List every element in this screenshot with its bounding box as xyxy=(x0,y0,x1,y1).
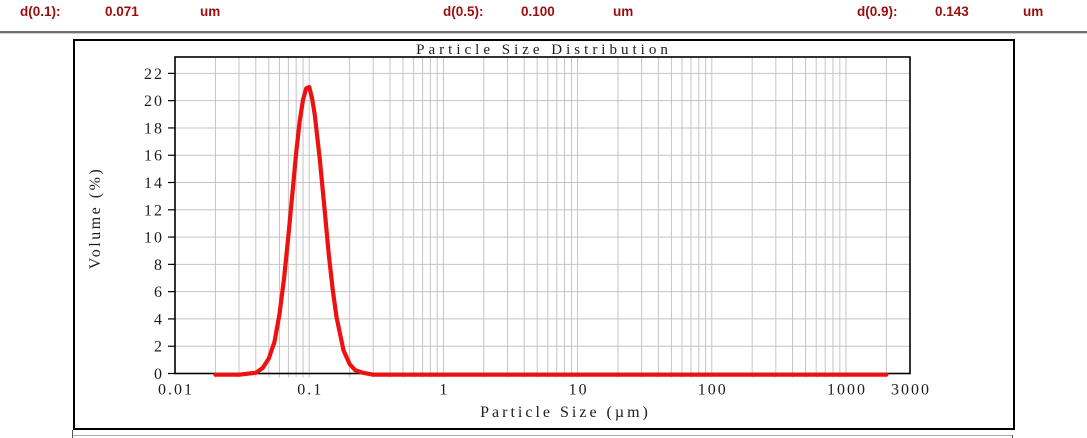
stat-d90-label: d(0.9): xyxy=(857,4,898,19)
volume-distribution-curve xyxy=(213,84,889,377)
y-tick-label: 4 xyxy=(154,311,164,328)
x-tick-label: 0.1 xyxy=(297,382,323,399)
stat-d50-value: 0.100 xyxy=(521,4,555,19)
plot-border xyxy=(174,56,911,375)
x-axis-label: Particle Size (µm) xyxy=(480,404,651,421)
stat-d50-unit: um xyxy=(613,4,634,19)
header-divider xyxy=(0,31,1087,33)
y-tick-label: 6 xyxy=(154,284,164,301)
stat-d10-value: 0.071 xyxy=(105,4,139,19)
x-tick-label: 1 xyxy=(439,382,449,399)
next-section-right-stub xyxy=(1012,435,1013,438)
y-tick-label: 16 xyxy=(144,148,164,165)
x-tick-label: 0.01 xyxy=(158,382,194,399)
chart-frame xyxy=(73,39,1015,430)
y-tick-label: 18 xyxy=(144,120,164,137)
header-divider-shadow xyxy=(0,33,1087,34)
y-tick-label: 0 xyxy=(154,366,164,383)
next-section-left-stub xyxy=(72,430,73,438)
y-tick-label: 14 xyxy=(144,175,164,192)
stat-d50-label: d(0.5): xyxy=(443,4,484,19)
stat-d10-label: d(0.1): xyxy=(20,4,61,19)
x-tick-label: 10 xyxy=(569,382,589,399)
stat-d90: d(0.9): 0.143 um xyxy=(857,4,1087,22)
y-tick-label: 12 xyxy=(144,202,164,219)
y-tick-label: 22 xyxy=(144,66,164,83)
y-tick-label: 10 xyxy=(144,230,164,247)
y-tick-label: 8 xyxy=(154,257,164,274)
chart-title: Particle Size Distribution xyxy=(416,42,672,58)
y-tick-label: 2 xyxy=(154,339,164,356)
next-section-top-border xyxy=(73,435,1013,436)
x-tick-label: 100 xyxy=(698,382,728,399)
x-tick-label: 1000 xyxy=(827,382,867,399)
y-tick-label: 20 xyxy=(144,93,164,110)
stat-d50: d(0.5): 0.100 um xyxy=(443,4,703,22)
x-tick-label: 3000 xyxy=(891,382,931,399)
stat-d10: d(0.1): 0.071 um xyxy=(20,4,280,22)
stat-d10-unit: um xyxy=(200,4,221,19)
stat-d90-unit: um xyxy=(1023,4,1044,19)
stat-d90-value: 0.143 xyxy=(935,4,969,19)
